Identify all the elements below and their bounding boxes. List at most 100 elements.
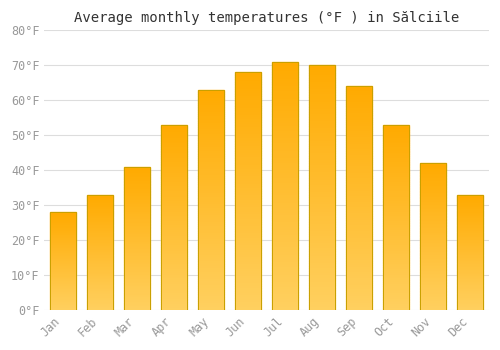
Bar: [310, 178, 335, 180]
Bar: [235, 146, 261, 148]
Bar: [346, 167, 372, 169]
Bar: [346, 301, 372, 303]
Bar: [161, 302, 187, 304]
Bar: [50, 299, 76, 300]
Bar: [124, 294, 150, 295]
Bar: [161, 180, 187, 182]
Bar: [458, 309, 483, 310]
Bar: [235, 281, 261, 284]
Bar: [198, 107, 224, 110]
Bar: [124, 167, 150, 310]
Bar: [384, 260, 409, 261]
Bar: [198, 101, 224, 103]
Bar: [346, 102, 372, 104]
Bar: [198, 173, 224, 176]
Bar: [458, 307, 483, 309]
Bar: [124, 224, 150, 225]
Bar: [384, 295, 409, 297]
Bar: [124, 274, 150, 275]
Bar: [50, 228, 76, 229]
Bar: [346, 176, 372, 178]
Bar: [235, 98, 261, 101]
Bar: [87, 268, 113, 270]
Bar: [87, 306, 113, 307]
Bar: [420, 247, 446, 248]
Bar: [50, 248, 76, 249]
Bar: [346, 238, 372, 240]
Bar: [235, 165, 261, 167]
Bar: [310, 285, 335, 288]
Bar: [87, 200, 113, 202]
Bar: [272, 270, 298, 273]
Bar: [384, 247, 409, 248]
Bar: [272, 273, 298, 275]
Bar: [161, 260, 187, 261]
Bar: [50, 266, 76, 267]
Bar: [235, 72, 261, 310]
Bar: [124, 218, 150, 219]
Bar: [310, 180, 335, 183]
Bar: [272, 298, 298, 300]
Bar: [87, 246, 113, 247]
Bar: [124, 291, 150, 293]
Bar: [420, 179, 446, 181]
Bar: [458, 195, 483, 196]
Bar: [458, 196, 483, 197]
Bar: [384, 140, 409, 141]
Bar: [384, 280, 409, 282]
Bar: [235, 189, 261, 191]
Bar: [384, 217, 409, 219]
Bar: [272, 248, 298, 250]
Bar: [310, 288, 335, 290]
Bar: [272, 268, 298, 270]
Bar: [235, 248, 261, 250]
Bar: [384, 232, 409, 234]
Bar: [458, 257, 483, 258]
Bar: [161, 234, 187, 236]
Bar: [384, 160, 409, 162]
Bar: [124, 234, 150, 235]
Bar: [346, 169, 372, 171]
Bar: [50, 305, 76, 306]
Bar: [235, 222, 261, 224]
Bar: [420, 266, 446, 267]
Bar: [50, 214, 76, 215]
Bar: [87, 216, 113, 218]
Bar: [161, 230, 187, 232]
Bar: [87, 243, 113, 244]
Bar: [384, 153, 409, 154]
Bar: [87, 297, 113, 298]
Bar: [235, 229, 261, 231]
Bar: [458, 278, 483, 279]
Bar: [458, 258, 483, 259]
Bar: [198, 246, 224, 248]
Bar: [310, 234, 335, 236]
Bar: [384, 219, 409, 221]
Bar: [272, 280, 298, 282]
Bar: [420, 184, 446, 185]
Bar: [161, 225, 187, 226]
Bar: [458, 280, 483, 281]
Bar: [87, 303, 113, 304]
Bar: [50, 237, 76, 238]
Bar: [420, 185, 446, 187]
Bar: [458, 239, 483, 240]
Bar: [458, 299, 483, 301]
Bar: [458, 272, 483, 273]
Bar: [458, 251, 483, 252]
Bar: [420, 253, 446, 254]
Bar: [346, 247, 372, 250]
Bar: [310, 183, 335, 185]
Bar: [235, 122, 261, 125]
Bar: [124, 230, 150, 231]
Bar: [198, 296, 224, 299]
Bar: [384, 208, 409, 210]
Bar: [235, 177, 261, 179]
Bar: [346, 256, 372, 258]
Bar: [161, 201, 187, 202]
Bar: [198, 235, 224, 237]
Bar: [384, 176, 409, 178]
Bar: [235, 238, 261, 241]
Bar: [272, 178, 298, 181]
Bar: [124, 238, 150, 240]
